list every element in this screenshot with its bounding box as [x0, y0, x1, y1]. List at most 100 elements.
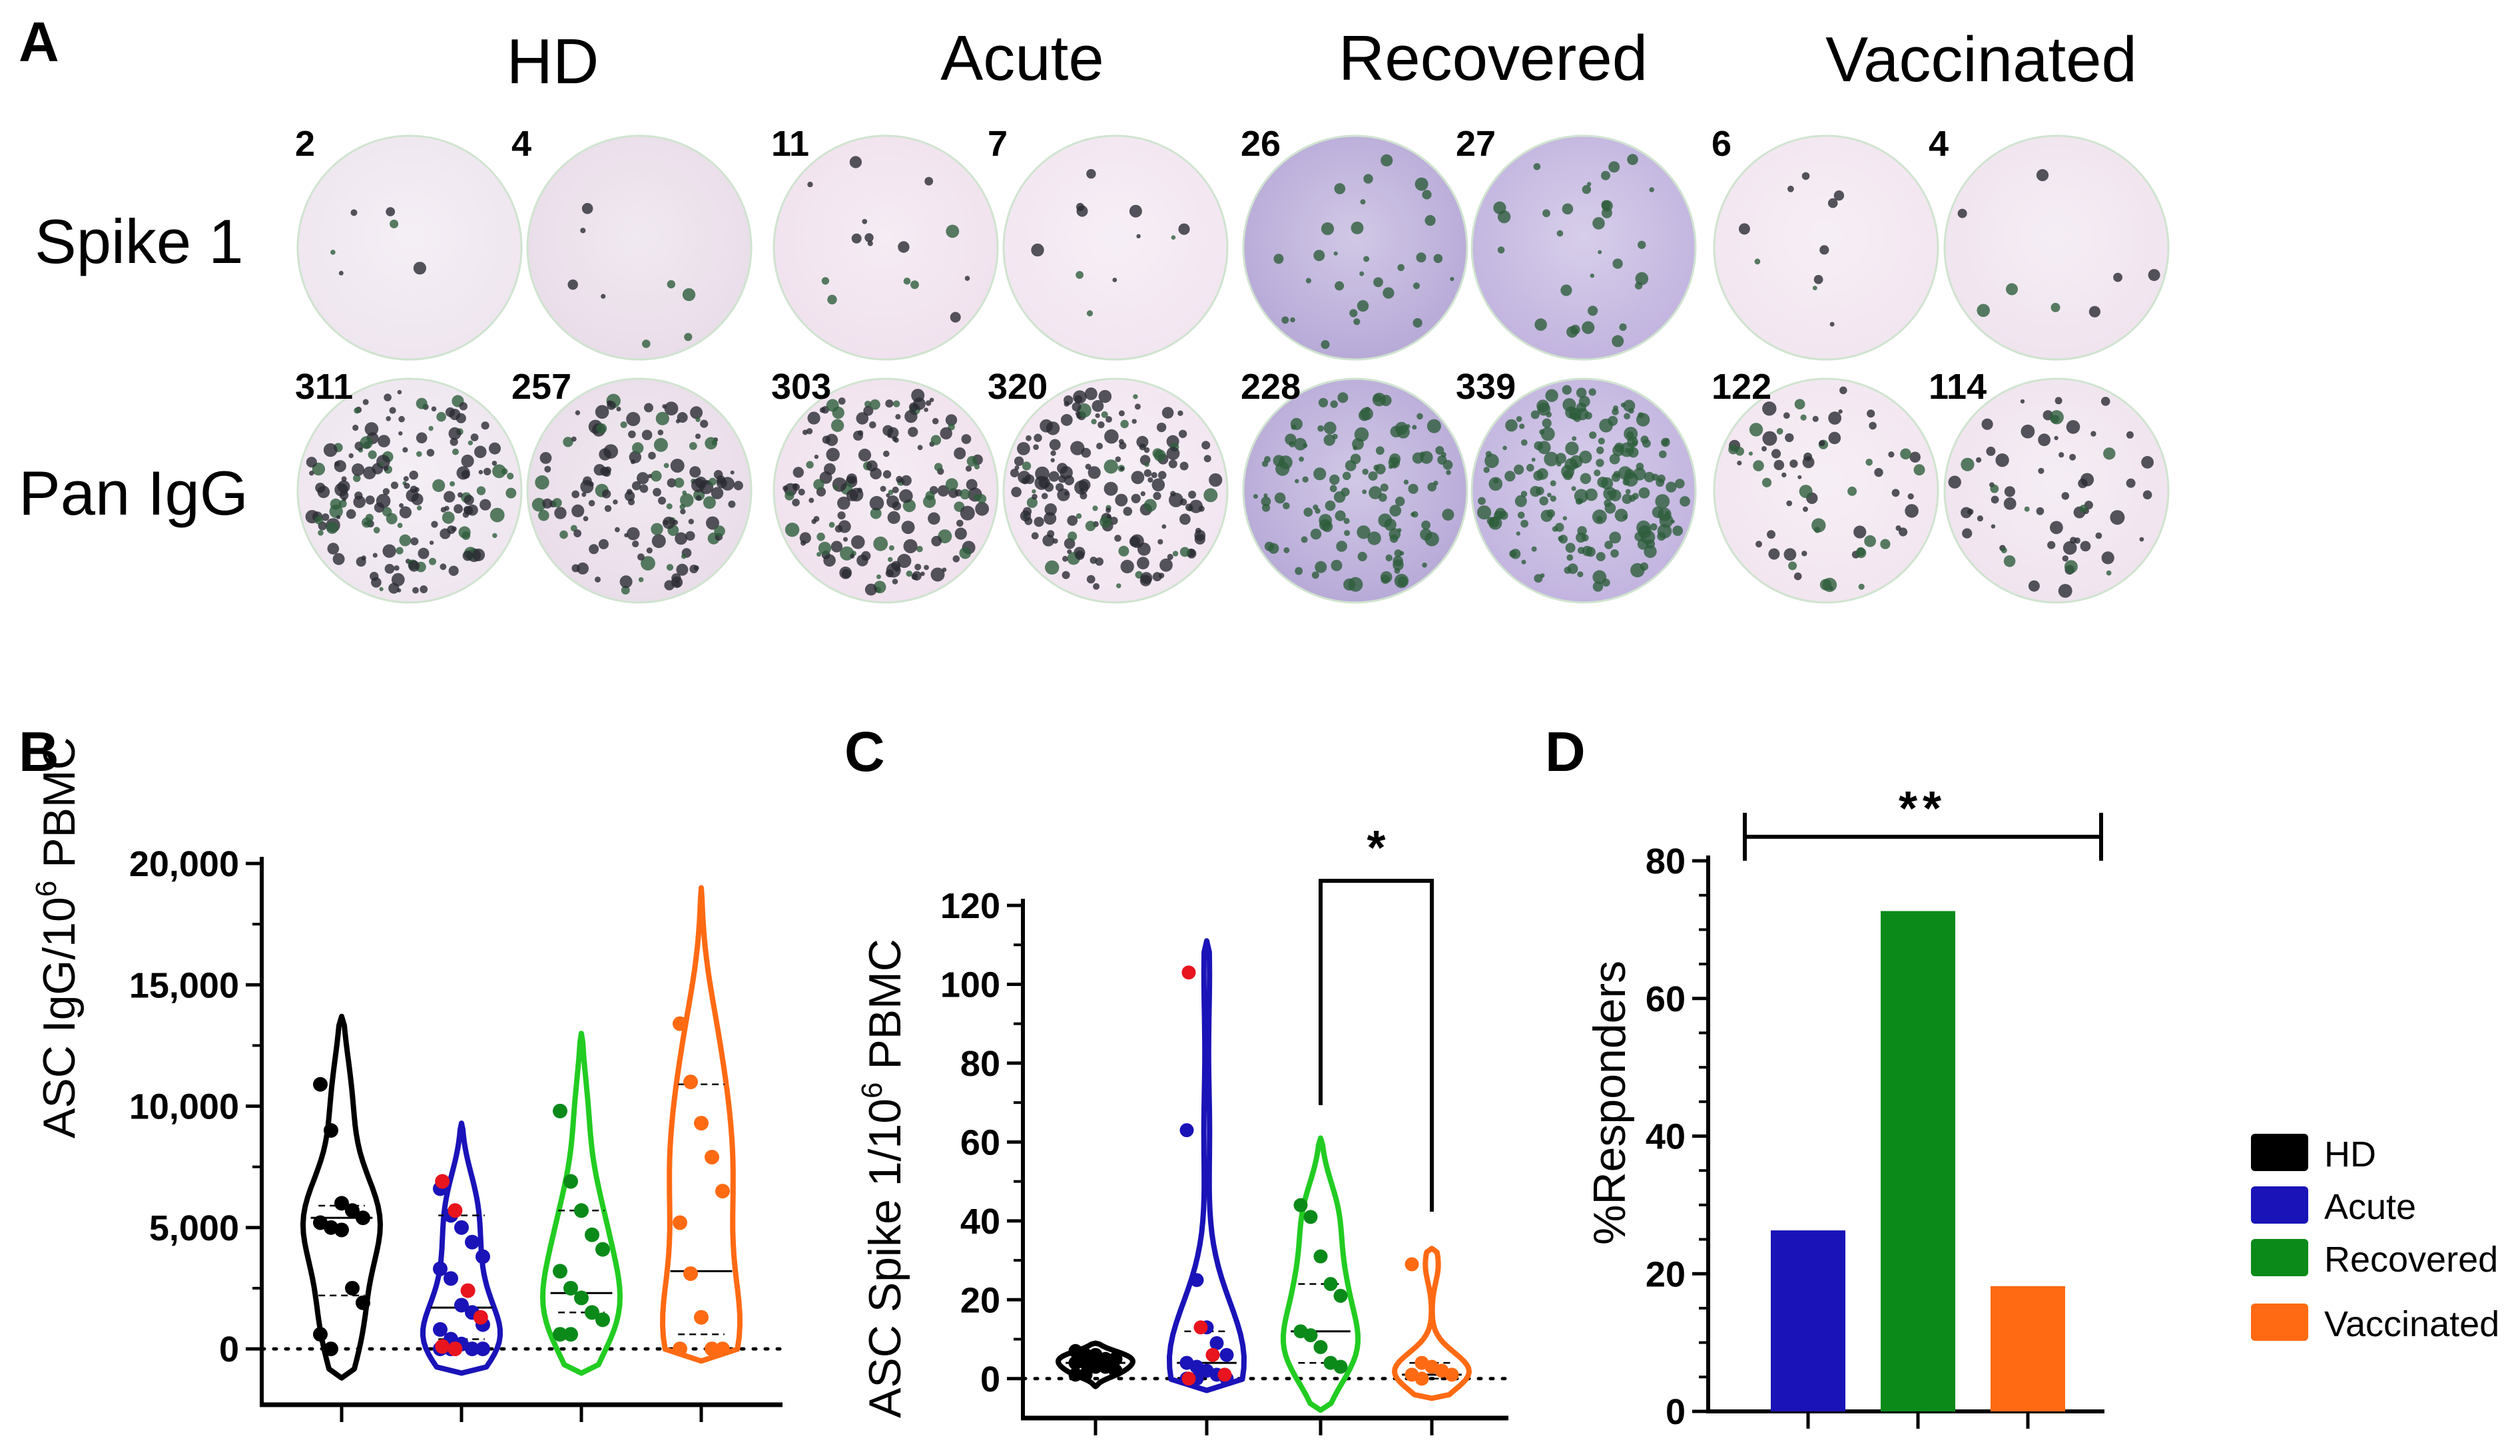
well-spot	[1403, 479, 1409, 485]
data-point	[1405, 1257, 1419, 1272]
well-spot	[870, 467, 882, 479]
well-spot	[1034, 433, 1042, 442]
well-spot	[631, 481, 641, 491]
well-spot	[1383, 287, 1395, 299]
well-spot	[376, 455, 390, 469]
well-spot	[1357, 525, 1371, 539]
well-spot	[1281, 316, 1289, 324]
data-point-highlight	[460, 1283, 475, 1298]
well-spot	[1422, 563, 1427, 568]
well-spot	[1313, 504, 1319, 511]
well-spot	[1323, 421, 1337, 435]
well-spot	[604, 505, 612, 512]
well-spot	[1405, 424, 1411, 429]
well-spot	[470, 433, 479, 441]
well-spot	[1115, 493, 1128, 507]
well-spot	[1864, 535, 1877, 547]
well-spot	[800, 540, 806, 546]
well-spot	[442, 511, 455, 524]
well-count: 303	[771, 367, 831, 407]
well-spot	[930, 435, 942, 445]
well-spot	[1977, 515, 1983, 522]
well-spot	[1420, 528, 1432, 541]
well-spot	[596, 423, 607, 434]
data-point	[673, 1215, 687, 1230]
legend-label-recovered: Recovered	[2324, 1240, 2498, 1280]
significance-bracket	[1743, 812, 2103, 861]
well-spot	[589, 544, 599, 555]
well-spot	[479, 499, 491, 511]
well-spot	[1800, 414, 1807, 421]
well-spot	[1120, 559, 1134, 574]
well-spot	[1542, 418, 1552, 428]
well-spot	[1976, 457, 1982, 463]
well-spot	[1153, 491, 1161, 501]
well-spot	[315, 483, 326, 493]
well-spot	[1977, 304, 1990, 318]
well-spot	[481, 421, 489, 430]
well-spot	[1680, 496, 1690, 507]
well-spot	[630, 459, 635, 465]
well-spot	[959, 547, 972, 559]
well-spot	[675, 532, 687, 545]
significance-stars: **	[1899, 782, 1947, 836]
well-spot	[911, 389, 925, 402]
well-spot	[653, 487, 661, 497]
well-spot	[869, 496, 884, 511]
well-spot	[1362, 468, 1369, 475]
well-spot	[1609, 489, 1622, 502]
well-spot	[462, 551, 473, 561]
well-spot	[1010, 469, 1019, 477]
well-spot	[1088, 466, 1101, 479]
well-spot	[1516, 416, 1522, 422]
well-spot	[873, 536, 888, 551]
well-spot	[1198, 505, 1205, 512]
well-spot	[1143, 469, 1152, 477]
well-spot	[934, 463, 943, 471]
well-spot	[785, 523, 800, 537]
well-spot	[1057, 488, 1070, 501]
well-spot	[619, 575, 633, 589]
well-spot	[1305, 278, 1311, 284]
well-spot	[682, 288, 696, 302]
well-spot	[1421, 520, 1431, 530]
well-spot	[1067, 515, 1078, 526]
well-spot	[538, 509, 549, 521]
well-spot	[440, 563, 447, 571]
well-spot	[1499, 511, 1508, 520]
well-spot	[388, 583, 400, 594]
well-spot	[1450, 277, 1454, 282]
well-spot	[1576, 532, 1586, 543]
well-spot	[1100, 515, 1111, 528]
well-spot	[1310, 529, 1322, 540]
well-spot	[662, 404, 667, 409]
well-spot	[1562, 398, 1576, 412]
well-spot	[1738, 223, 1750, 235]
well-spot	[1530, 410, 1540, 419]
well-spot	[952, 555, 960, 563]
well-spot	[1393, 559, 1404, 571]
well-spot	[667, 478, 677, 488]
well-spot	[693, 565, 699, 571]
well-spot	[1514, 495, 1527, 507]
well-spot	[1095, 557, 1103, 566]
elispot-wells: 2 4 311 257 11 7 303 320 26 27 228 339 6 4 122 114	[295, 124, 2170, 604]
well-spot	[416, 397, 428, 409]
data-point-highlight	[1217, 1367, 1232, 1382]
well-count: 4	[511, 124, 531, 164]
well-spot	[1049, 439, 1061, 451]
well-spot	[1033, 444, 1039, 450]
well-spot	[929, 397, 934, 402]
well-spot	[1880, 539, 1891, 549]
well-spot	[785, 491, 794, 501]
well-spot	[571, 490, 580, 499]
well-spot	[1753, 460, 1764, 471]
well-spot	[1819, 245, 1829, 255]
well-spot	[1381, 154, 1393, 166]
well-spot	[448, 565, 459, 577]
well-spot	[1582, 321, 1595, 334]
well-spot	[674, 477, 685, 488]
well-spot	[1565, 441, 1579, 455]
well-spot	[1625, 489, 1631, 495]
well-spot	[1137, 543, 1151, 556]
